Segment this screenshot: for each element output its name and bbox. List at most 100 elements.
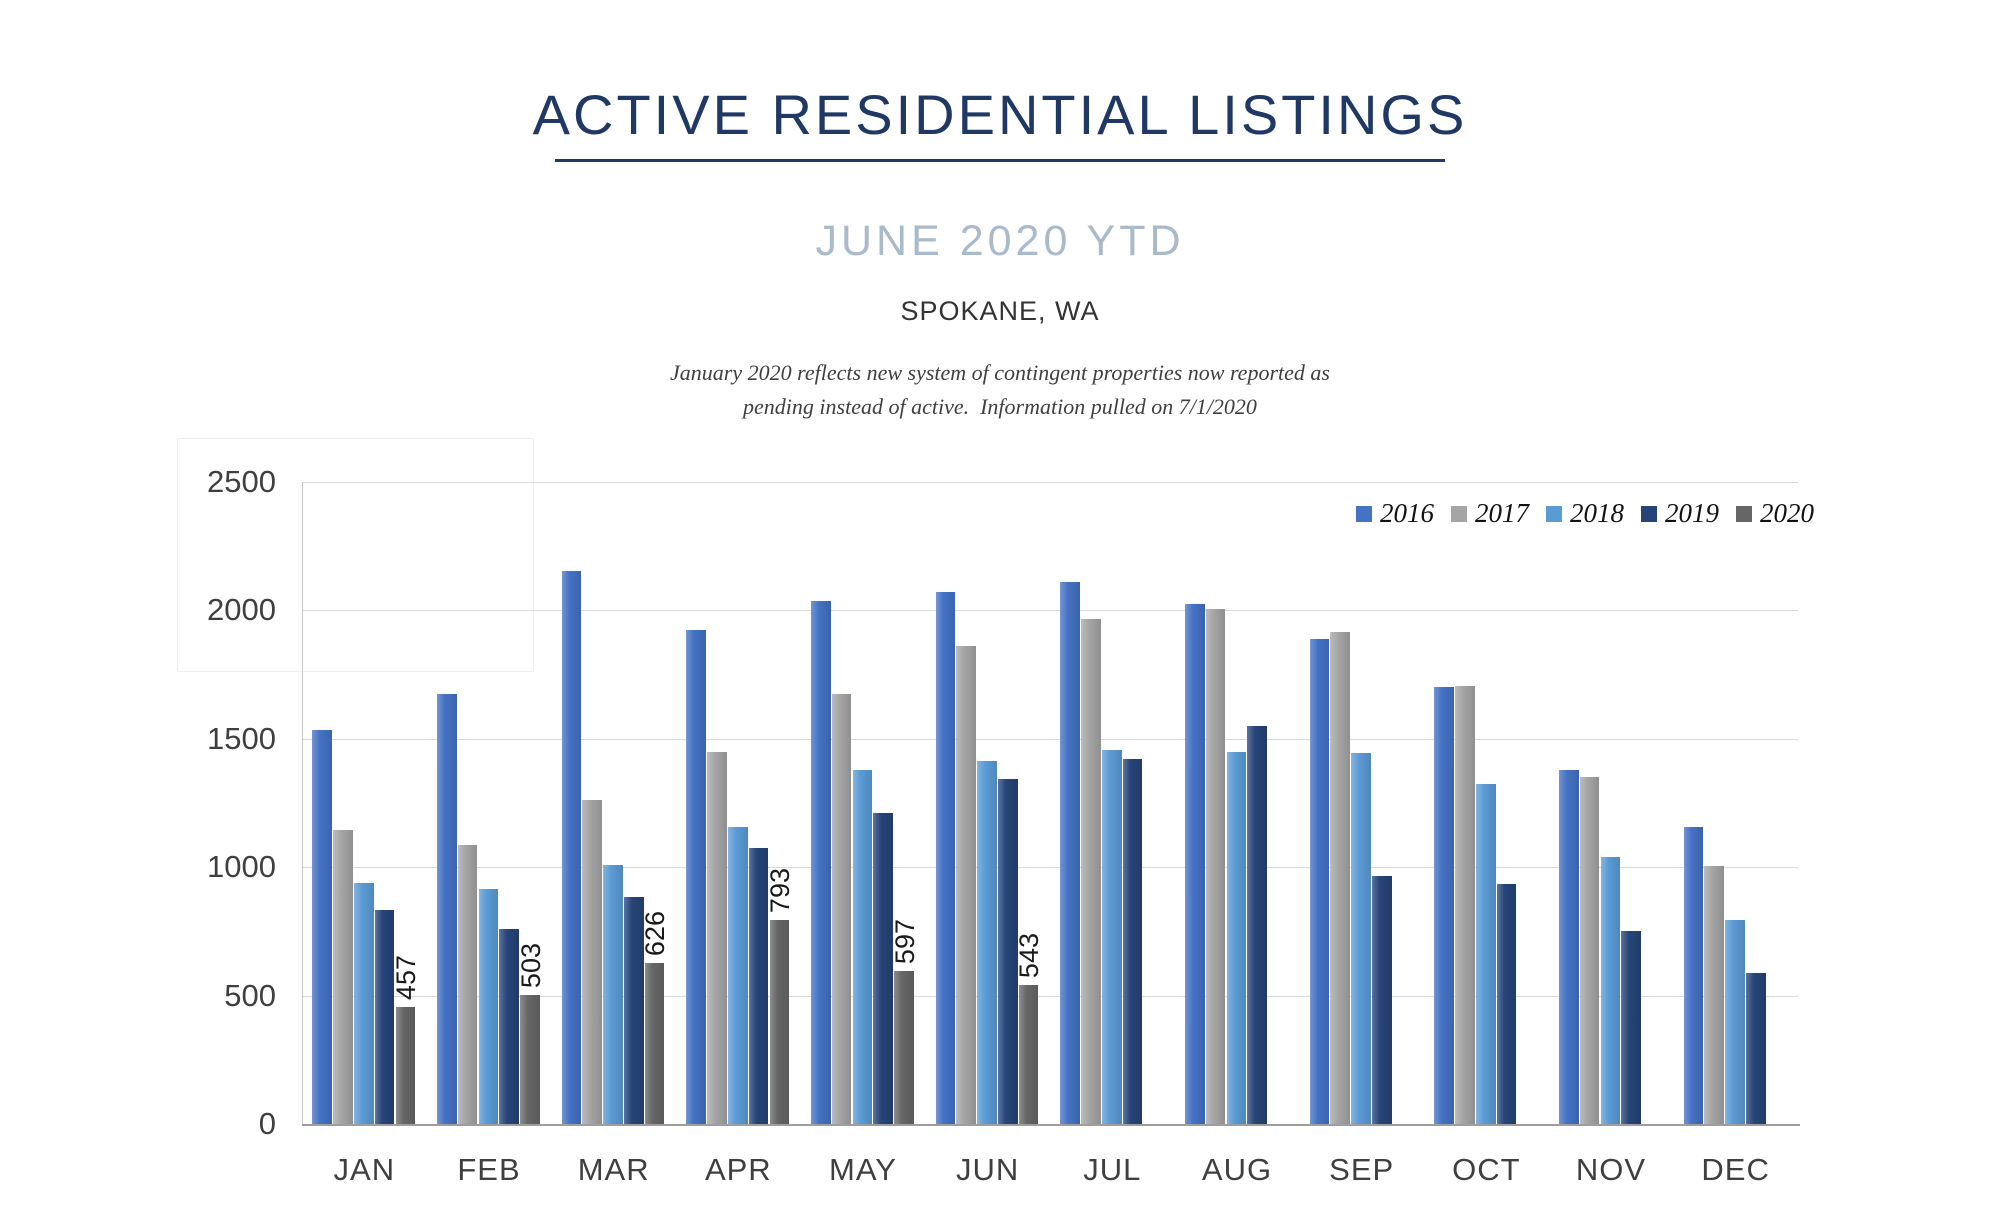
bar-2019-jan [374,909,395,1124]
bar-group-jun: 543 [935,482,1044,1124]
plot-area: 457 503 626 793 597 543 [302,482,1798,1124]
bar-2016-nov [1559,769,1579,1124]
y-axis-label-500: 500 [224,977,276,1013]
data-label-apr-2020: 793 [764,868,795,914]
bar-group-aug [1185,482,1289,1124]
y-axis-line [302,482,303,1124]
chart-location: SPOKANE, WA [900,296,1100,326]
x-axis-label-jun: JUN [956,1152,1020,1187]
bar-2020-apr [769,920,790,1124]
gridline-2500 [302,482,1798,483]
legend-item-2019: 2019 [1641,498,1719,529]
legend-label-2018: 2018 [1570,498,1624,528]
bar-2019-jun [998,778,1018,1124]
x-axis-label-oct: OCT [1452,1152,1521,1187]
legend-label-2020: 2020 [1760,498,1814,528]
y-axis-label-2000: 2000 [207,592,276,628]
bar-2017-oct [1455,686,1475,1124]
bar-2016-apr [686,629,706,1124]
bar-2017-sep [1330,632,1351,1124]
bar-2019-aug [1247,725,1267,1124]
bar-2020-mar [644,963,665,1124]
bar-2019-sep [1372,876,1392,1124]
bar-2019-nov [1621,931,1641,1124]
bar-2019-mar [624,896,644,1124]
bar-chart: 0 500 1000 1500 2000 2500 457 503 626 793 597 543 JA… [0,430,2000,1227]
legend-label-2017: 2017 [1475,498,1529,528]
legend-swatch-icon-2019 [1641,505,1657,522]
legend-swatch-icon-2020 [1736,505,1752,522]
bar-2017-may [831,693,852,1124]
data-label-jan-2020: 457 [390,954,421,1000]
legend-swatch-icon-2018 [1546,505,1562,522]
y-axis-label-0: 0 [258,1106,276,1141]
legend-item-2016: 2016 [1356,498,1434,529]
bar-2019-apr [748,847,769,1124]
bar-2017-jun [956,646,977,1124]
bar-2016-sep [1309,638,1330,1124]
x-axis-label-may: MAY [829,1152,897,1187]
bar-2020-may [894,970,914,1124]
bar-2016-jun [935,592,956,1124]
legend-item-2017: 2017 [1451,498,1529,529]
bar-group-jul [1060,482,1164,1124]
bar-2020-jun [1018,984,1039,1124]
bar-2016-jul [1060,582,1080,1124]
bar-2017-feb [457,845,478,1124]
gridline-1500 [302,738,1798,740]
bar-2017-jul [1081,619,1101,1124]
bar-2018-mar [603,864,623,1124]
bar-2017-jan [333,829,353,1124]
bar-group-sep [1309,482,1414,1124]
data-label-mar-2020: 626 [640,911,671,957]
y-axis-label-1500: 1500 [207,720,276,756]
bar-2020-jan [395,1006,416,1124]
bar-2017-dec [1704,865,1725,1124]
x-axis-label-nov: NOV [1575,1152,1647,1187]
x-axis-label-aug: AUG [1201,1152,1273,1187]
title-underline [555,159,1445,162]
bar-group-feb: 503 [437,482,546,1124]
x-axis-label-jan: JAN [333,1152,396,1187]
bar-2019-feb [499,928,519,1124]
note-line-1: January 2020 reflects new system of cont… [670,360,1330,385]
bar-group-apr: 793 [686,482,795,1124]
bar-2016-mar [561,570,582,1124]
bar-2017-aug [1205,609,1226,1124]
gridline-500 [302,995,1798,997]
data-label-may-2020: 597 [889,918,920,964]
bar-2018-jun [977,760,997,1124]
legend-swatch-icon-2017 [1451,505,1467,522]
bar-2018-jul [1101,750,1122,1124]
bar-2018-oct [1475,783,1496,1124]
data-label-jun-2020: 543 [1014,932,1045,978]
bar-group-nov [1559,482,1663,1124]
data-label-feb-2020: 503 [515,942,546,988]
bar-2018-apr [727,827,748,1124]
bar-2017-nov [1579,777,1600,1124]
bar-group-mar: 626 [561,482,670,1124]
bar-2019-may [873,813,893,1124]
x-axis-label-jul: JUL [1083,1152,1142,1187]
bar-2018-may [852,769,873,1124]
x-axis-line [302,1124,1800,1126]
legend-swatch-icon-2016 [1356,505,1372,522]
bar-group-may: 597 [811,482,920,1124]
bar-2018-feb [478,889,499,1124]
x-axis-label-dec: DEC [1701,1152,1770,1187]
x-axis-label-apr: APR [704,1152,772,1187]
bar-2018-sep [1351,752,1371,1124]
chart-subtitle: JUNE 2020 YTD [815,217,1185,265]
chart-note: January 2020 reflects new system of cont… [0,356,2000,424]
bar-2020-feb [520,994,540,1124]
bar-2016-may [811,601,831,1124]
legend: 2016 2017 2018 2019 2020 [1356,498,1831,529]
x-axis-label-mar: MAR [577,1152,650,1187]
bar-2016-oct [1434,687,1454,1124]
legend-item-2018: 2018 [1546,498,1624,529]
x-axis-label-feb: FEB [457,1152,521,1187]
bar-2016-aug [1185,603,1205,1124]
y-axis-label-2500: 2500 [207,464,276,499]
bar-2017-apr [707,751,727,1124]
bar-2018-dec [1725,919,1745,1124]
